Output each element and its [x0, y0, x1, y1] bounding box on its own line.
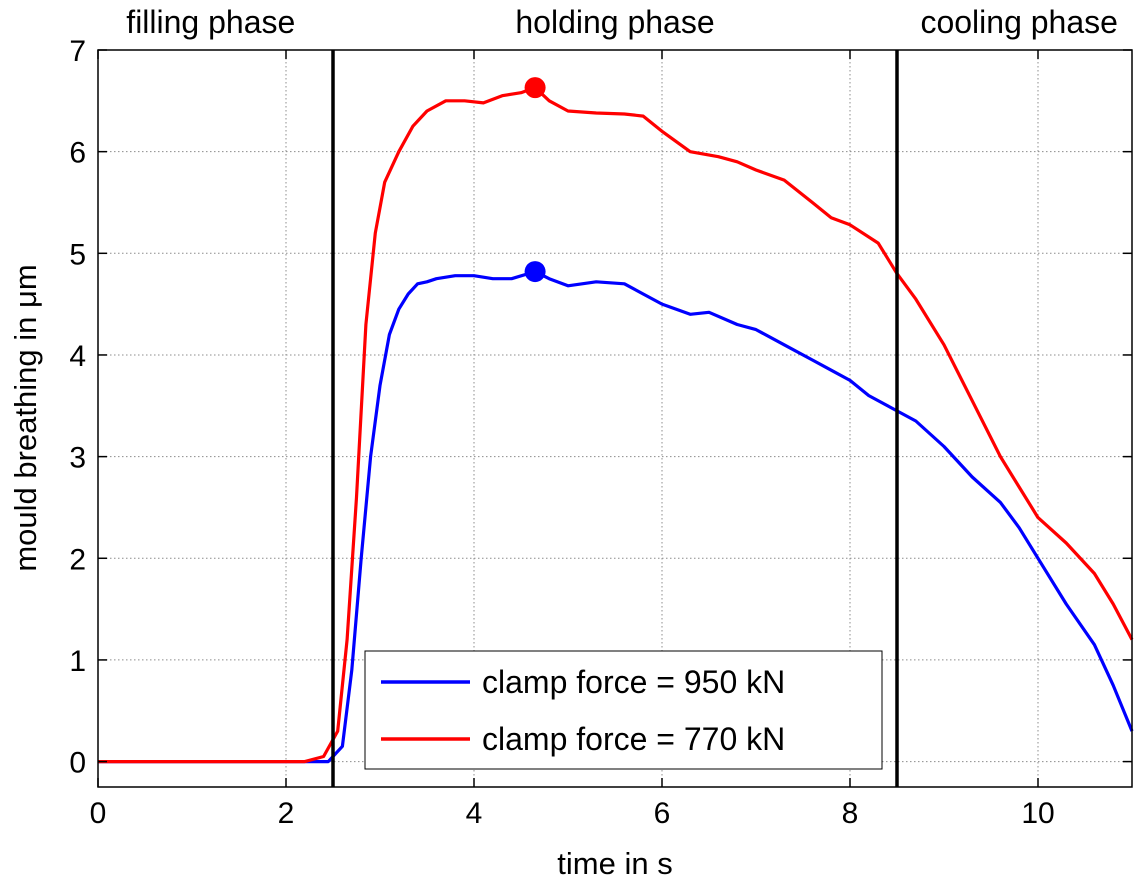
- y-tick-label: 3: [69, 442, 86, 475]
- phase-label: cooling phase: [920, 4, 1117, 40]
- series-line: [98, 270, 1134, 764]
- x-tick-labels: 0 2 4 6 8 10: [90, 797, 1055, 830]
- y-axis-label: mould breathing in μm: [8, 264, 43, 571]
- x-tick-label: 10: [1021, 797, 1054, 830]
- y-tick-label: 0: [69, 747, 86, 780]
- legend-box: [364, 650, 883, 770]
- legend: clamp force = 950 kN clamp force = 770 kN: [364, 650, 883, 770]
- x-tick-label: 4: [466, 797, 483, 830]
- y-tick-labels: 0 1 2 3 4 5 6 7: [69, 35, 86, 780]
- phase-labels: filling phase holding phase cooling phase: [126, 4, 1118, 40]
- phase-label: filling phase: [126, 4, 295, 40]
- peak-marker: [524, 261, 546, 283]
- tick-marks: [97, 49, 1132, 787]
- y-tick-label: 7: [69, 35, 86, 68]
- legend-label: clamp force = 770 kN: [482, 721, 785, 757]
- series-line: [98, 86, 1134, 764]
- y-tick-label: 5: [69, 238, 86, 271]
- peak-marker: [524, 77, 546, 99]
- x-axis-label: time in s: [557, 846, 672, 881]
- phase-label: holding phase: [515, 4, 714, 40]
- y-tick-label: 2: [69, 543, 86, 576]
- plot-frame: [97, 49, 1133, 788]
- y-tick-label: 6: [69, 137, 86, 170]
- x-tick-label: 2: [278, 797, 295, 830]
- marker-group: [524, 77, 546, 283]
- series-group: [98, 86, 1134, 764]
- legend-label: clamp force = 950 kN: [482, 664, 785, 700]
- x-tick-label: 0: [90, 797, 107, 830]
- phase-boundaries: [331, 50, 899, 787]
- y-tick-label: 1: [69, 645, 86, 678]
- y-tick-label: 4: [69, 340, 86, 373]
- x-tick-label: 6: [654, 797, 671, 830]
- x-tick-label: 8: [842, 797, 859, 830]
